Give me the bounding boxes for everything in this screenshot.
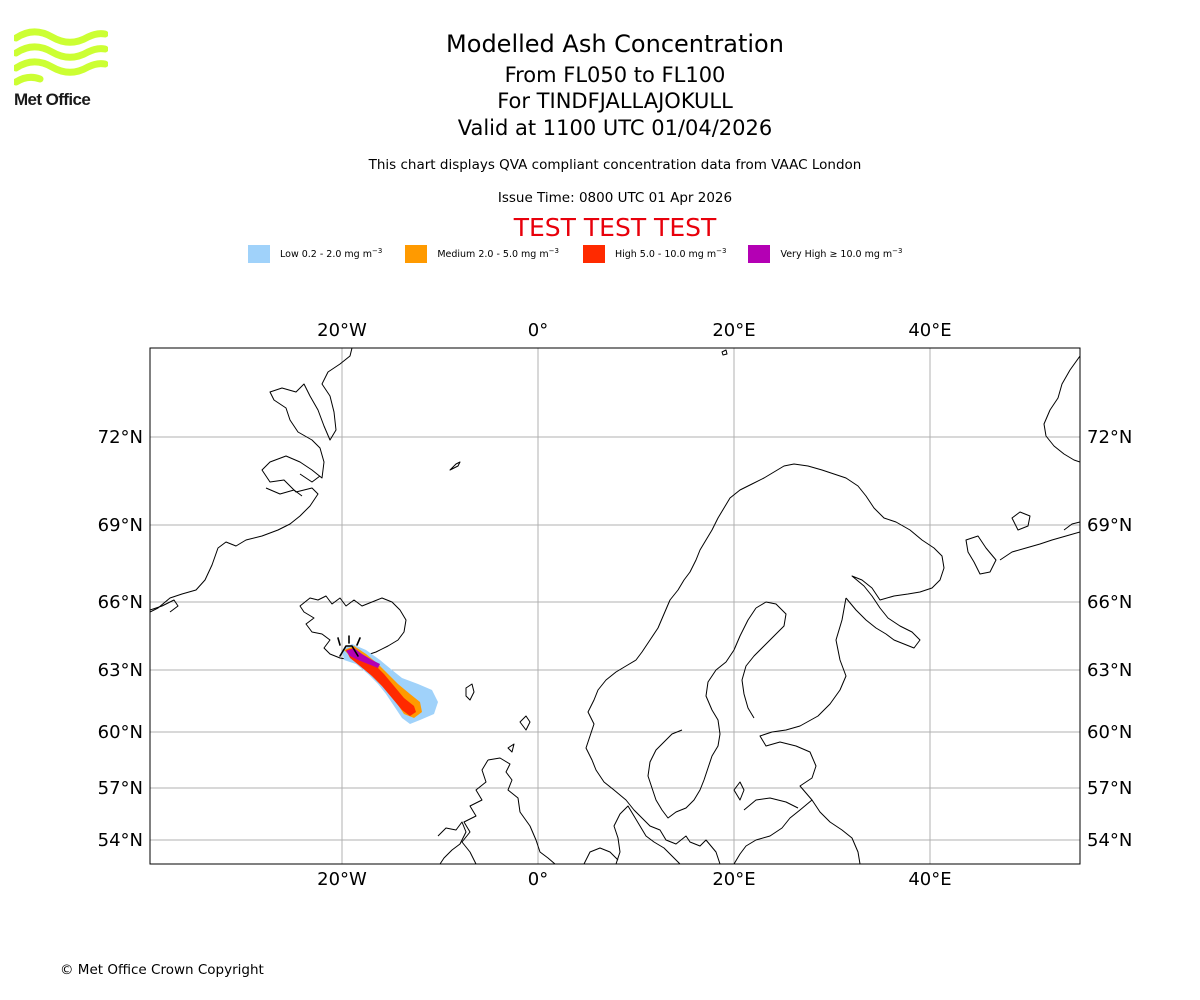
lat-tick-left-69n: 69°N: [98, 515, 143, 536]
legend-swatch-high: [582, 245, 605, 263]
lat-tick-left-66n: 66°N: [98, 592, 143, 613]
greenland-inlet: [265, 487, 303, 497]
greenland-south-tip: [150, 599, 179, 613]
lat-tick-left-54n: 54°N: [98, 830, 143, 851]
lon-tick-bottom-0: 0°: [528, 869, 548, 890]
ash-high: [346, 648, 416, 716]
lon-tick-top-20e: 20°E: [712, 320, 755, 341]
map-gridlines: [150, 348, 1080, 864]
lat-tick-right-57n: 57°N: [1087, 778, 1132, 799]
met-office-waves-icon: [12, 28, 109, 86]
gulf-bothnia: [741, 601, 787, 719]
baltic-south: [733, 797, 813, 864]
lat-tick-left-57n: 57°N: [98, 778, 143, 799]
map-frame: [149, 347, 1081, 865]
svalbard-bit: [721, 349, 728, 356]
lat-tick-left-72n: 72°N: [98, 427, 143, 448]
met-office-logo: Met Office: [12, 28, 109, 114]
met-office-logo-text: Met Office: [14, 90, 91, 109]
issue-time: Issue Time: 0800 UTC 01 Apr 2026: [497, 190, 733, 206]
lon-tick-top-0: 0°: [528, 320, 548, 341]
faroe-islands: [465, 683, 475, 701]
lat-tick-left-60n: 60°N: [98, 722, 143, 743]
lat-tick-left-63n: 63°N: [98, 660, 143, 681]
valid-time: Valid at 1100 UTC 01/04/2026: [457, 116, 773, 140]
legend-item-very-high: Very High ≥ 10.0 mg m−3: [748, 245, 902, 263]
chart-title: Modelled Ash Concentration: [446, 30, 784, 58]
legend-label-low: Low 0.2 - 2.0 mg m−3: [280, 247, 383, 261]
chart-description: This chart displays QVA compliant concen…: [368, 157, 862, 173]
lon-tick-bottom-40e: 40°E: [908, 869, 951, 890]
lon-tick-top-40e: 40°E: [908, 320, 951, 341]
nl-de-coast: [583, 847, 619, 864]
legend-swatch-low: [248, 245, 270, 263]
sweden-coast: [647, 607, 757, 819]
kola-coast: [965, 511, 1080, 575]
copyright-notice: © Met Office Crown Copyright: [60, 962, 264, 978]
lon-tick-top-20w: 20°W: [317, 320, 367, 341]
denmark-coast: [613, 805, 681, 864]
lon-tick-bottom-20e: 20°E: [712, 869, 755, 890]
lon-tick-bottom-20w: 20°W: [317, 869, 367, 890]
lat-tick-right-63n: 63°N: [1087, 660, 1132, 681]
jan-mayen: [449, 461, 461, 471]
ash-very-high: [346, 648, 380, 668]
lat-tick-right-54n: 54°N: [1087, 830, 1132, 851]
novaya-zemlya: [1043, 355, 1080, 463]
legend-swatch-medium: [405, 245, 428, 263]
russia-east: [1063, 521, 1080, 531]
flight-levels: From FL050 to FL100: [504, 63, 726, 87]
legend-item-low: Low 0.2 - 2.0 mg m−3: [248, 245, 382, 263]
gotland: [733, 781, 745, 801]
lat-tick-right-60n: 60°N: [1087, 722, 1132, 743]
baltic-east: [759, 597, 861, 864]
legend-swatch-very-high: [748, 245, 771, 263]
ash-plume: [342, 644, 438, 724]
volcano-icon: [337, 635, 361, 657]
ireland-coast: [437, 821, 467, 864]
lat-tick-right-66n: 66°N: [1087, 592, 1132, 613]
legend-label-medium: Medium 2.0 - 5.0 mg m−3: [437, 247, 559, 261]
volcano-name: For TINDFJALLAJOKULL: [497, 89, 733, 113]
legend-item-medium: Medium 2.0 - 5.0 mg m−3: [405, 245, 559, 263]
greenland-inlet-2: [299, 473, 321, 483]
scandinavia-coast: [585, 463, 945, 864]
uk-coast: [461, 715, 556, 864]
coastlines: [150, 348, 1080, 864]
lat-tick-right-69n: 69°N: [1087, 515, 1132, 536]
test-banner: TEST TEST TEST: [513, 213, 717, 242]
legend-label-very-high: Very High ≥ 10.0 mg m−3: [780, 247, 903, 261]
lat-tick-right-72n: 72°N: [1087, 427, 1132, 448]
concentration-legend: Low 0.2 - 2.0 mg m−3 Medium 2.0 - 5.0 mg…: [248, 243, 902, 265]
greenland-coast: [150, 348, 353, 613]
legend-item-high: High 5.0 - 10.0 mg m−3: [582, 245, 727, 263]
legend-label-high: High 5.0 - 10.0 mg m−3: [614, 247, 727, 261]
iceland-coast: [299, 595, 407, 661]
